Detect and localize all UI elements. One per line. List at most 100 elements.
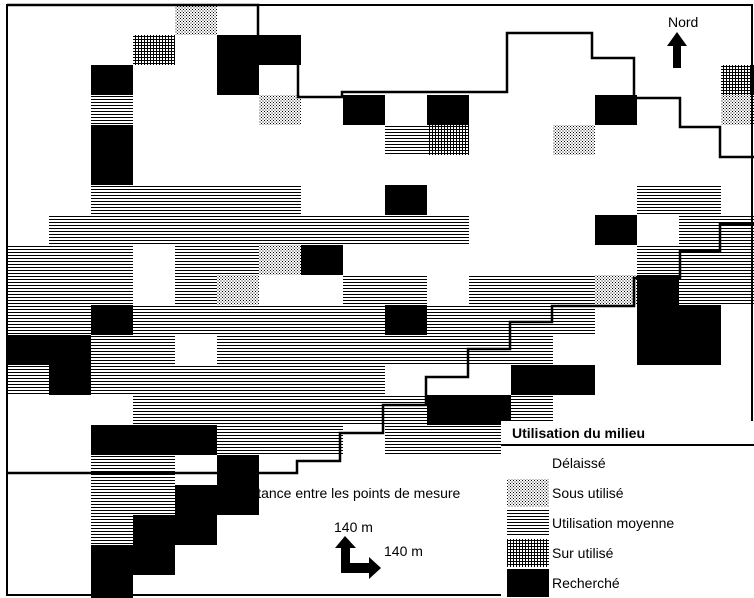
cell-utilisation-moyenne bbox=[133, 485, 175, 515]
cell-utilisation-moyenne bbox=[217, 305, 259, 335]
cell-delaisse bbox=[511, 245, 553, 275]
cell-delaisse bbox=[217, 125, 259, 155]
cell-utilisation-moyenne bbox=[175, 245, 217, 275]
north-arrow: Nord bbox=[667, 14, 698, 68]
cell-utilisation-moyenne bbox=[511, 395, 553, 425]
legend: Utilisation du milieu Délaissé Sous utili… bbox=[501, 421, 754, 598]
cell-utilisation-moyenne bbox=[133, 335, 175, 365]
cell-delaisse bbox=[217, 5, 259, 35]
cell-utilisation-moyenne bbox=[301, 335, 343, 365]
legend-swatch-solid bbox=[507, 569, 549, 597]
cell-utilisation-moyenne bbox=[175, 275, 217, 305]
cell-utilisation-moyenne bbox=[91, 95, 133, 125]
cell-utilisation-moyenne bbox=[133, 365, 175, 395]
cell-recherche bbox=[133, 545, 175, 575]
cell-delaisse bbox=[385, 95, 427, 125]
cell-delaisse bbox=[175, 65, 217, 95]
cell-delaisse bbox=[343, 245, 385, 275]
cell-utilisation-moyenne bbox=[91, 185, 133, 215]
cell-utilisation-moyenne bbox=[133, 305, 175, 335]
cell-delaisse bbox=[511, 95, 553, 125]
cell-utilisation-moyenne bbox=[175, 395, 217, 425]
cell-delaisse bbox=[427, 185, 469, 215]
cell-delaisse bbox=[721, 305, 754, 335]
cell-utilisation-moyenne bbox=[133, 185, 175, 215]
cell-utilisation-moyenne bbox=[7, 305, 49, 335]
cell-utilisation-moyenne bbox=[427, 215, 469, 245]
cell-delaisse bbox=[259, 125, 301, 155]
undefined bbox=[259, 35, 301, 65]
cell-utilisation-moyenne bbox=[91, 365, 133, 395]
cell-recherche bbox=[427, 395, 469, 425]
cell-recherche bbox=[133, 515, 175, 545]
cell-utilisation-moyenne bbox=[385, 425, 427, 455]
cell-utilisation-moyenne bbox=[91, 215, 133, 245]
cell-utilisation-moyenne bbox=[133, 455, 175, 485]
study-area-boundary-lower bbox=[7, 222, 754, 475]
cell-recherche bbox=[637, 305, 679, 335]
cell-recherche bbox=[91, 65, 133, 95]
cell-utilisation-moyenne bbox=[91, 245, 133, 275]
cell-utilisation-moyenne bbox=[217, 185, 259, 215]
cell-utilisation-moyenne bbox=[49, 245, 91, 275]
cell-utilisation-moyenne bbox=[385, 395, 427, 425]
cell-delaisse bbox=[511, 125, 553, 155]
cell-utilisation-moyenne bbox=[91, 485, 133, 515]
cell-utilisation-moyenne bbox=[49, 275, 91, 305]
cell-sous-utilise bbox=[259, 95, 301, 125]
cell-delaisse bbox=[637, 125, 679, 155]
cell-recherche bbox=[301, 245, 343, 275]
cell-delaisse bbox=[217, 155, 259, 185]
legend-label: Sur utilisé bbox=[552, 545, 614, 561]
cell-recherche bbox=[427, 95, 469, 125]
cell-recherche bbox=[133, 425, 175, 455]
cell-recherche bbox=[175, 425, 217, 455]
cell-utilisation-moyenne bbox=[343, 395, 385, 425]
cell-utilisation-moyenne bbox=[49, 215, 91, 245]
cell-utilisation-moyenne bbox=[259, 305, 301, 335]
cell-utilisation-moyenne bbox=[385, 335, 427, 365]
cell-recherche bbox=[217, 455, 259, 485]
cell-delaisse bbox=[511, 185, 553, 215]
legend-label: Délaissé bbox=[552, 455, 606, 471]
cell-utilisation-moyenne bbox=[679, 275, 721, 305]
cell-utilisation-moyenne bbox=[511, 335, 553, 365]
cell-recherche bbox=[595, 95, 637, 125]
cell-utilisation-moyenne bbox=[175, 305, 217, 335]
cell-utilisation-moyenne bbox=[259, 365, 301, 395]
legend-swatch-hlines bbox=[507, 509, 549, 537]
cell-delaisse bbox=[637, 215, 679, 245]
cell-utilisation-moyenne bbox=[553, 275, 595, 305]
cell-recherche bbox=[91, 425, 133, 455]
cell-sous-utilise bbox=[217, 275, 259, 305]
cell-utilisation-moyenne bbox=[427, 425, 469, 455]
cell-utilisation-moyenne bbox=[91, 275, 133, 305]
cell-delaisse bbox=[175, 95, 217, 125]
cell-utilisation-moyenne bbox=[679, 245, 721, 275]
cell-utilisation-moyenne bbox=[7, 365, 49, 395]
cell-sur-utilise bbox=[427, 125, 469, 155]
cell-recherche bbox=[637, 275, 679, 305]
scale-vertical-label: 140 m bbox=[334, 519, 373, 535]
cell-utilisation-moyenne bbox=[343, 335, 385, 365]
cell-utilisation-moyenne bbox=[385, 215, 427, 245]
cell-recherche bbox=[385, 185, 427, 215]
cell-utilisation-moyenne bbox=[259, 425, 301, 455]
cell-delaisse bbox=[595, 125, 637, 155]
scale-caption: Distance entre les points de mesure bbox=[237, 485, 461, 501]
cell-utilisation-moyenne bbox=[175, 215, 217, 245]
cell-delaisse bbox=[679, 95, 721, 125]
cell-sous-utilise bbox=[721, 95, 754, 125]
cell-recherche bbox=[175, 485, 217, 515]
cell-utilisation-moyenne bbox=[7, 245, 49, 275]
cell-utilisation-moyenne bbox=[679, 215, 721, 245]
cell-utilisation-moyenne bbox=[427, 305, 469, 335]
cell-utilisation-moyenne bbox=[259, 335, 301, 365]
cell-utilisation-moyenne bbox=[679, 185, 721, 215]
cell-delaisse bbox=[259, 155, 301, 185]
cell-utilisation-moyenne bbox=[637, 185, 679, 215]
cell-recherche bbox=[7, 335, 49, 365]
cell-recherche bbox=[343, 95, 385, 125]
cell-delaisse bbox=[427, 365, 469, 395]
